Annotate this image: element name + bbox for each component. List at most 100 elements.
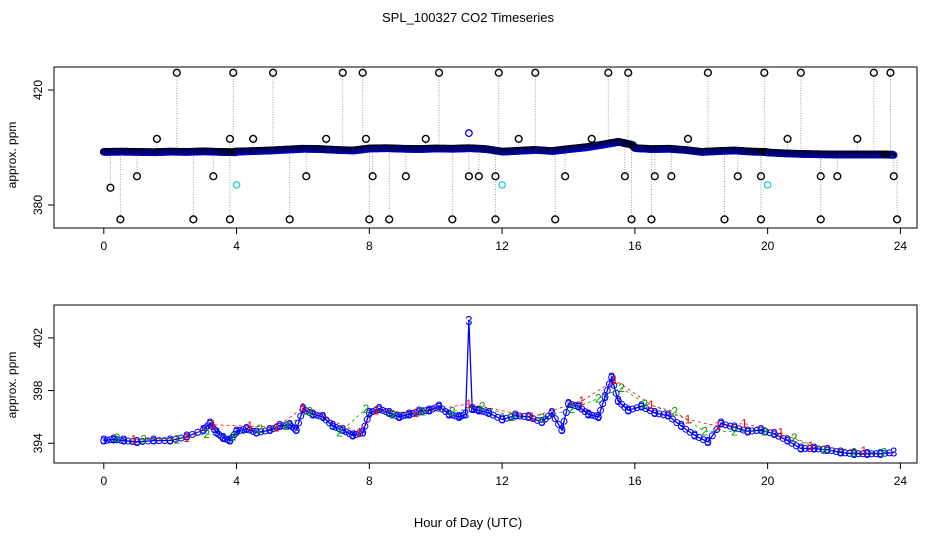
channel-3-label: 3: [329, 418, 336, 433]
mid-spike-point: [491, 172, 500, 181]
channel-2-label: 2: [203, 427, 210, 441]
channel-3-marker: [594, 413, 602, 421]
channel-3-label: 3: [220, 430, 227, 445]
mid-spike-point: [464, 172, 474, 181]
channel-3-label: 3: [475, 402, 482, 417]
channel-3-label: 3: [167, 433, 174, 448]
channel-3-marker: [597, 406, 605, 414]
baseline-point-blue: [889, 151, 898, 159]
high-spike-point: [358, 68, 367, 77]
channel-3-label: 3: [150, 433, 157, 448]
channel-1-label: 1: [466, 397, 473, 411]
mid-spike-point: [209, 172, 218, 181]
channel-3-label: 3: [462, 406, 469, 421]
channel-3-marker: [775, 432, 783, 440]
x-tick-label: 20: [761, 474, 775, 488]
low-spike-point: [189, 215, 198, 224]
channel-3-marker: [717, 420, 725, 427]
channel-3-marker: [432, 404, 440, 412]
channel-2-label: 2: [671, 405, 678, 419]
channel-1-label: 1: [741, 417, 748, 431]
channel-3-marker: [708, 432, 716, 440]
channel-1-label: 1: [183, 431, 190, 445]
channel-2-label: 2: [821, 443, 828, 457]
x-tick-label: 16: [628, 474, 642, 488]
mid-spike-point: [733, 172, 742, 181]
x-tick-label: 24: [894, 239, 908, 253]
channel-3-marker: [660, 411, 668, 419]
channel-3-label: 3: [538, 414, 545, 429]
channel-1-label: 1: [412, 406, 419, 420]
channel-3-marker: [392, 412, 400, 420]
channel-3-marker: [292, 426, 300, 434]
channel-3-marker: [422, 407, 430, 415]
low-spike-point: [225, 215, 235, 224]
channel-3-label: 3: [784, 433, 791, 448]
mid-spike-point: [561, 172, 570, 181]
high-spike-point: [796, 68, 805, 77]
channel-3-marker: [699, 436, 707, 444]
channel-3-label: 3: [243, 421, 250, 436]
channel-3-marker: [269, 425, 277, 433]
channel-1-label: 1: [807, 439, 814, 453]
channel-3-marker: [498, 416, 506, 424]
mid-spike-point: [514, 134, 523, 143]
channel-3-label: 3: [625, 402, 632, 417]
channel-3-marker: [551, 415, 559, 423]
channel-3-marker: [113, 436, 121, 444]
channel-1-label: 1: [529, 410, 536, 424]
cyan-point: [763, 181, 772, 189]
low-spike-point: [285, 215, 294, 224]
channel-3-marker: [503, 414, 511, 422]
channel-3-marker: [801, 445, 809, 453]
low-spike-point: [365, 215, 374, 224]
channel-3-label: 3: [299, 401, 306, 416]
channel-3-marker: [516, 412, 524, 420]
mid-spike-point: [816, 172, 825, 181]
channel-1-label: 1: [715, 419, 722, 433]
channel-3-marker: [739, 426, 747, 434]
channel-1-label: 1: [273, 420, 280, 434]
channel-2-label: 2: [731, 424, 738, 438]
channel-3-marker: [850, 450, 858, 458]
channel-3-label: 3: [731, 419, 738, 434]
channel-3-marker: [832, 448, 840, 456]
channel-3-marker: [236, 427, 244, 435]
channel-1-label: 1: [648, 398, 655, 412]
channel-3-label: 3: [837, 444, 844, 459]
channel-3-label: 3: [133, 434, 140, 449]
channel-2-label: 2: [568, 402, 575, 416]
mid-spike-point: [833, 172, 842, 181]
channel-3-label: 3: [558, 422, 565, 437]
cyan-point: [498, 181, 506, 189]
channel-3-marker: [385, 409, 393, 417]
channel-3-marker: [846, 449, 854, 457]
channel-3-marker: [239, 426, 247, 434]
channel-3-marker: [339, 426, 347, 434]
channel-3-marker: [691, 431, 699, 439]
channel-3-label: 3: [595, 409, 602, 424]
channel-1-label: 1: [685, 413, 692, 427]
mid-spike-point: [361, 134, 371, 143]
y-tick-label: 380: [31, 195, 45, 215]
channel-3-marker: [819, 445, 827, 453]
low-spike-point: [551, 215, 560, 224]
channel-3-label: 3: [213, 425, 220, 440]
y-tick-label: 394: [31, 433, 45, 453]
lower-y-axis-label: approx. ppm: [5, 352, 19, 419]
channel-1-label: 1: [612, 373, 619, 387]
channel-3-marker: [213, 429, 221, 437]
channel-3-marker: [494, 413, 502, 421]
channel-3-marker: [610, 381, 618, 389]
channel-3-label: 3: [435, 398, 442, 413]
channel-3-marker: [591, 412, 599, 420]
mid-spike-point: [587, 134, 596, 143]
mid-spike-point: [853, 134, 862, 143]
low-spike-point: [491, 215, 500, 224]
channel-3-label: 3: [339, 422, 346, 437]
channel-3-marker: [382, 408, 390, 416]
channel-3-marker: [395, 413, 403, 421]
channel-3-marker: [352, 430, 360, 438]
channel-3-label: 3: [100, 433, 107, 448]
channel-3-marker: [646, 407, 654, 415]
